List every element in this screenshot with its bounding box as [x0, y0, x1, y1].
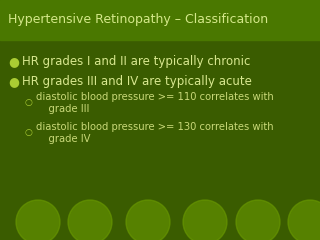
- FancyBboxPatch shape: [0, 0, 320, 40]
- Circle shape: [16, 200, 60, 240]
- Text: Hypertensive Retinopathy – Classification: Hypertensive Retinopathy – Classificatio…: [8, 13, 268, 26]
- Text: ○: ○: [24, 128, 32, 138]
- Circle shape: [126, 200, 170, 240]
- Text: diastolic blood pressure >= 110 correlates with
    grade III: diastolic blood pressure >= 110 correlat…: [36, 92, 274, 114]
- Text: diastolic blood pressure >= 130 correlates with
    grade IV: diastolic blood pressure >= 130 correlat…: [36, 122, 274, 144]
- Text: HR grades I and II are typically chronic: HR grades I and II are typically chronic: [22, 55, 250, 68]
- Text: ○: ○: [24, 98, 32, 108]
- Circle shape: [236, 200, 280, 240]
- Circle shape: [288, 200, 320, 240]
- Text: ●: ●: [9, 55, 20, 68]
- Circle shape: [183, 200, 227, 240]
- Circle shape: [68, 200, 112, 240]
- Text: HR grades III and IV are typically acute: HR grades III and IV are typically acute: [22, 76, 252, 89]
- Text: ●: ●: [9, 76, 20, 89]
